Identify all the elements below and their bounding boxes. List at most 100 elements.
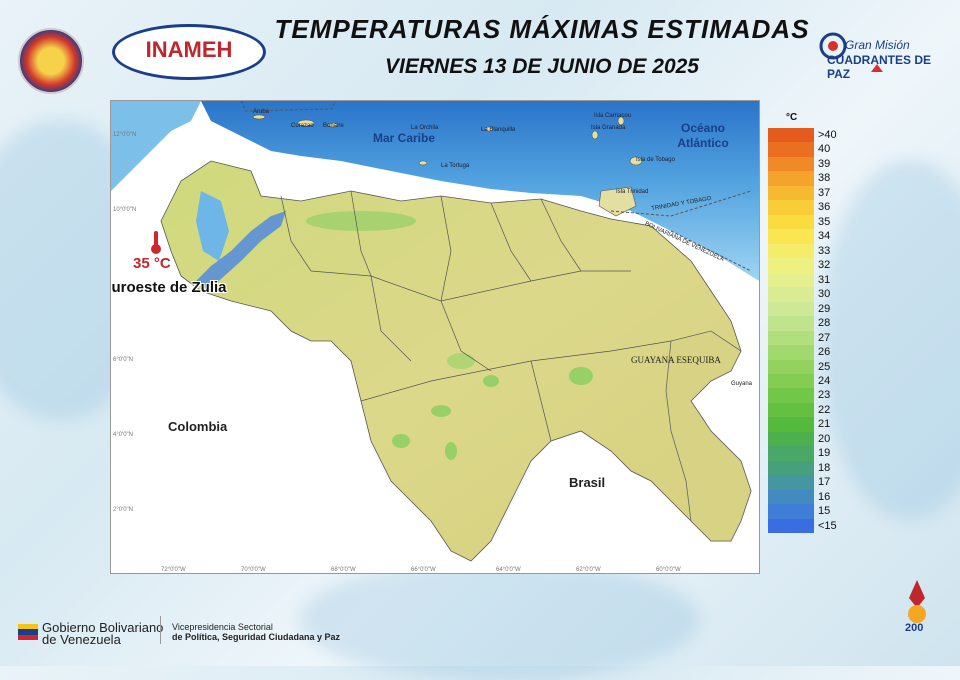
gran-mision-line1: Gran Misión: [845, 38, 910, 52]
legend-item: 29: [768, 301, 830, 317]
background-shape: [820, 160, 960, 520]
legend-item: 36: [768, 200, 830, 215]
legend-swatch: [768, 272, 814, 288]
legend-label: 27: [818, 331, 831, 344]
legend-swatch: [768, 171, 814, 186]
legend-swatch: [768, 229, 814, 244]
legend-label: 17: [818, 476, 831, 489]
vp-line1: Vicepresidencia Sectorial: [172, 622, 273, 632]
legend-label: 36: [818, 201, 831, 214]
svg-text:62°0'0"W: 62°0'0"W: [576, 567, 601, 573]
legend-swatch: [768, 475, 814, 490]
sea-area: [111, 101, 759, 281]
legend-item: 16: [768, 489, 830, 505]
legend-item: 15: [768, 504, 830, 519]
highlight-place: Suroeste de Zulia: [110, 279, 227, 296]
legend-swatch: [768, 345, 814, 360]
island-label-bonaire: Bonaire: [323, 123, 344, 129]
page-date: VIERNES 13 DE JUNIO DE 2025: [385, 55, 699, 78]
vp-line2: de Política, Seguridad Ciudadana y Paz: [172, 632, 341, 642]
legend-item: 25: [768, 359, 830, 374]
gov-line1: Gobierno Bolivariano: [42, 620, 164, 635]
legend-swatch: [768, 431, 814, 447]
legend-swatch: [768, 128, 814, 143]
legend-swatch: [768, 258, 814, 273]
inameh-logo: INAMEH: [112, 24, 266, 80]
legend-swatch: [768, 243, 814, 259]
legend-label: 23: [818, 389, 831, 402]
svg-text:12°0'0"N: 12°0'0"N: [113, 132, 136, 138]
legend-label: 18: [818, 461, 831, 474]
lake-maracaibo: [196, 191, 229, 261]
legend-label: 24: [818, 374, 831, 387]
legend-label: 16: [818, 490, 831, 503]
page-title: TEMPERATURAS MÁXIMAS ESTIMADAS: [274, 14, 810, 44]
svg-text:4°0'0"N: 4°0'0"N: [113, 432, 133, 438]
colombia-label: Colombia: [168, 419, 228, 434]
legend-label: 21: [818, 418, 831, 431]
legend-item: 27: [768, 330, 830, 346]
legend-item: 24: [768, 373, 830, 389]
legend-label: >40: [818, 129, 837, 141]
inameh-logo-text: INAMEH: [145, 37, 233, 62]
legend-swatch: [768, 373, 814, 389]
legend-label: 30: [818, 288, 831, 301]
legend-item: 28: [768, 316, 830, 331]
temperature-map: 12°0'0"N 10°0'0"N 6°0'0"N 4°0'0"N 2°0'0"…: [110, 100, 760, 574]
sea-label: Mar Caribe: [373, 131, 436, 145]
legend-item: 30: [768, 287, 830, 302]
legend-label: <15: [818, 519, 837, 532]
legend-swatch: [768, 417, 814, 432]
legend-swatch: [768, 287, 814, 302]
svg-text:60°0'0"W: 60°0'0"W: [656, 567, 681, 573]
vicepresidencia-text: Vicepresidencia Sectorial de Política, S…: [172, 622, 340, 642]
legend-swatch: [768, 301, 814, 317]
gran-mision-icon: [819, 32, 883, 72]
svg-text:68°0'0"W: 68°0'0"W: [331, 567, 356, 573]
legend-swatch: [768, 460, 814, 476]
footer-divider: [160, 616, 161, 644]
legend-label: 31: [818, 273, 831, 286]
island-label-curazao: Curazao: [291, 123, 314, 129]
venezuela-flag-icon: [18, 624, 38, 640]
legend-item: 40: [768, 142, 830, 157]
legend-swatch: [768, 359, 814, 374]
legend-label: 25: [818, 360, 831, 373]
island-label-granada: Isla Granada: [591, 125, 626, 131]
legend-label: 15: [818, 505, 831, 518]
legend-swatch: [768, 388, 814, 403]
legend-label: 20: [818, 432, 831, 445]
legend-swatch: [768, 330, 814, 346]
svg-text:10°0'0"N: 10°0'0"N: [113, 207, 136, 213]
svg-text:70°0'0"W: 70°0'0"W: [241, 567, 266, 573]
brasil-label: Brasil: [569, 475, 606, 490]
legend-item: 20: [768, 431, 830, 447]
legend-item: <15: [768, 518, 837, 534]
legend-swatch: [768, 142, 814, 157]
gran-mision-logo: Gran Misión CUADRANTES DE PAZ: [815, 26, 945, 81]
svg-text:66°0'0"W: 66°0'0"W: [411, 567, 436, 573]
legend-label: 33: [818, 244, 831, 257]
thermometer-icon: [151, 231, 161, 254]
legend-item: 17: [768, 475, 830, 490]
legend-label: 39: [818, 157, 831, 170]
legend-swatch: [768, 504, 814, 519]
island-label-trinidad: Isla Trinidad: [616, 189, 649, 195]
legend-item: 35: [768, 214, 830, 230]
legend-swatch: [768, 214, 814, 230]
legend-swatch: [768, 185, 814, 201]
legend-swatch: [768, 518, 814, 534]
legend-label: 19: [818, 447, 831, 460]
legend-label: 37: [818, 186, 831, 199]
island-label-carriacou: Isla Carriacou: [594, 113, 632, 119]
svg-text:64°0'0"W: 64°0'0"W: [496, 567, 521, 573]
legend-item: 33: [768, 243, 830, 259]
legend-label: 34: [818, 230, 831, 243]
legend-item: 38: [768, 171, 830, 186]
legend-swatch: [768, 156, 814, 172]
svg-text:72°0'0"W: 72°0'0"W: [161, 567, 186, 573]
background-shape: [300, 560, 700, 680]
legend-swatch: [768, 446, 814, 461]
government-seal-logo: [18, 28, 84, 94]
legend-label: 28: [818, 317, 831, 330]
